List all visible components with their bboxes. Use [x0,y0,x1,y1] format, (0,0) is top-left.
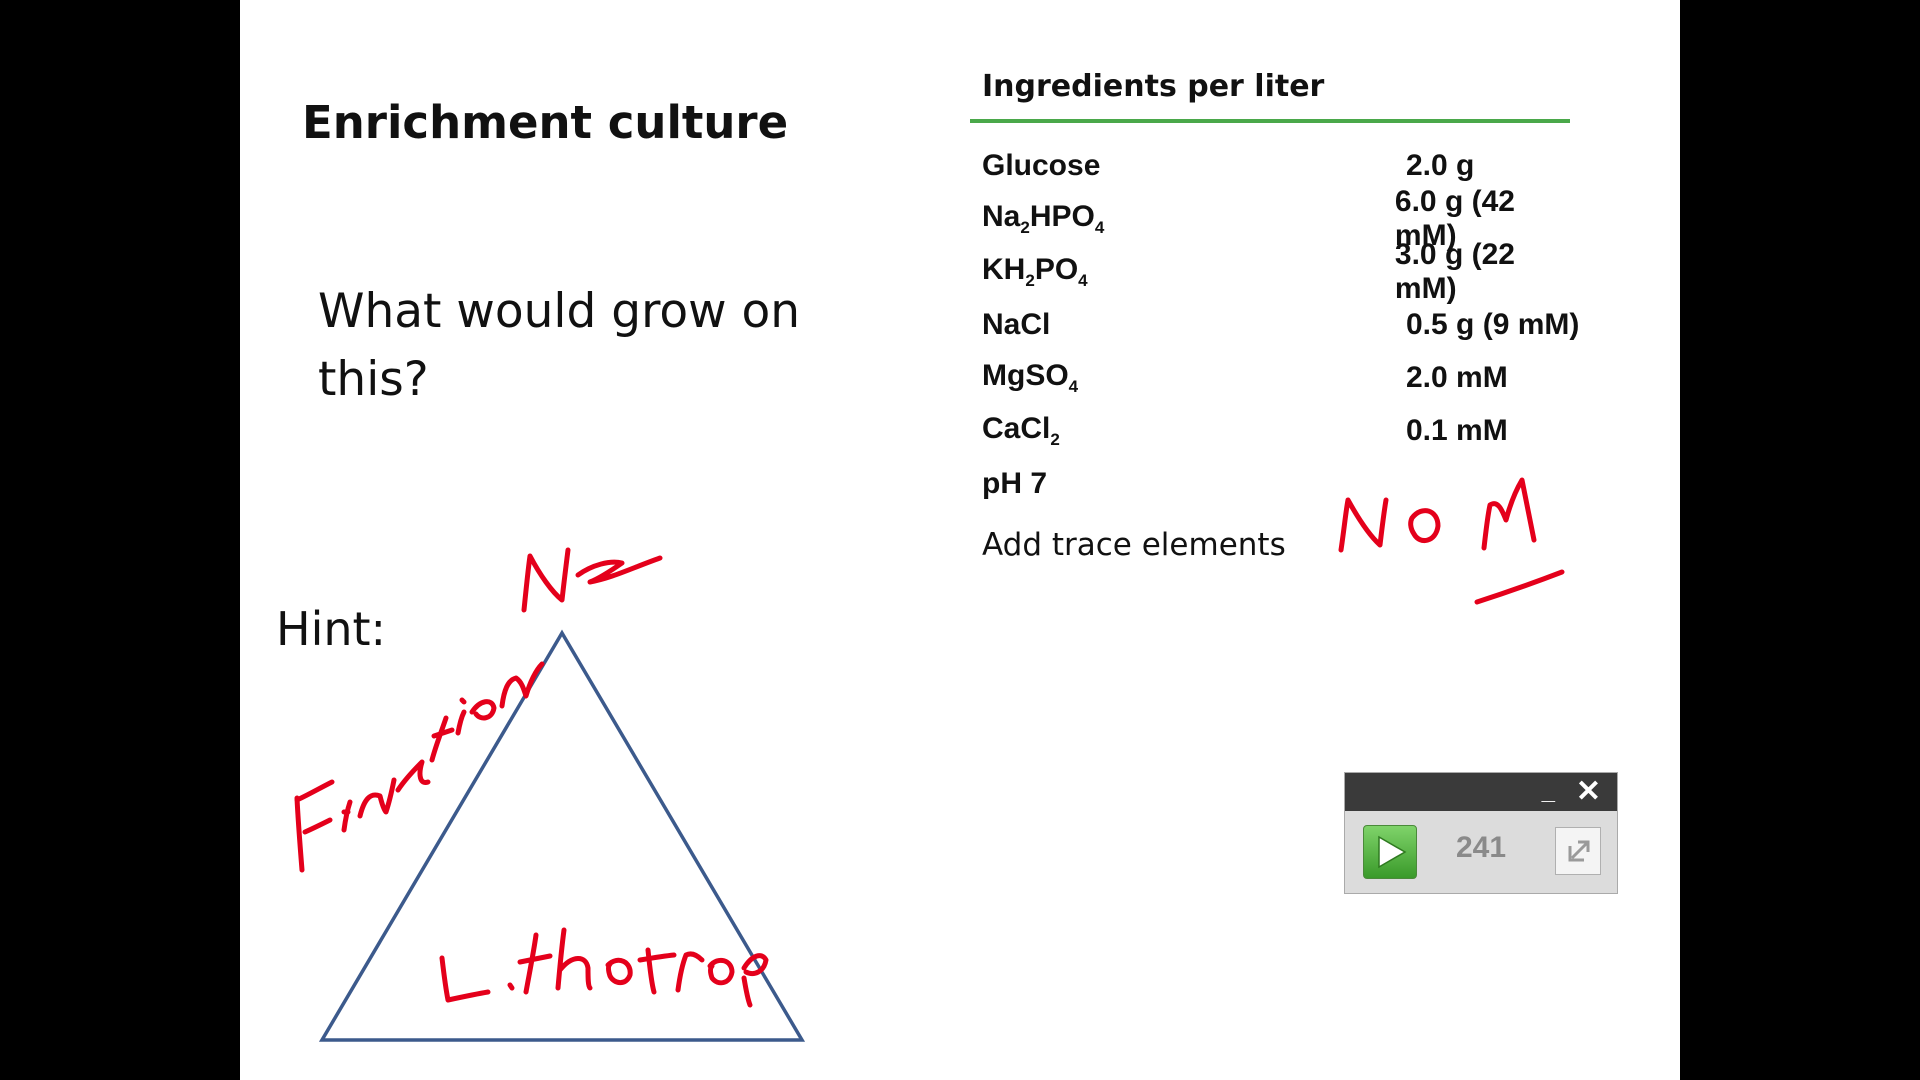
ingredient-name: KH2PO4 [982,252,1088,290]
ingredient-amount: 3.0 g (22 mM) [1394,237,1515,305]
ingredients-table: Ingredients per liter Glucose 2.0 g Na2H… [970,64,1580,571]
ink-n2 [521,547,663,613]
ink-annotations [294,477,1565,1042]
ingredient-name: Glucose [982,148,1101,182]
ingredient-amount: 0.1 mM [1406,413,1508,447]
recorder-widget: _ ✕ 241 [1344,772,1618,894]
ink-fixation [294,661,545,873]
table-row: Na2HPO4 6.0 g (42 mM) [970,185,1580,252]
table-row: MgSO4 2.0 mM [970,351,1580,404]
ingredient-name: MgSO4 [982,358,1079,396]
ingredient-amount: 6.0 g (42 mM) [1394,184,1515,252]
widget-titlebar[interactable]: _ ✕ [1345,773,1617,811]
close-button[interactable]: ✕ [1575,775,1601,808]
table-header: Ingredients per liter [982,69,1325,104]
ink-no-n [1338,477,1565,605]
slide-title: Enrichment culture [302,96,789,149]
hint-triangle [318,629,806,1042]
table-row: CaCl2 0.1 mM [970,404,1580,457]
table-row: Add trace elements [970,518,1580,571]
table-row: KH2PO4 3.0 g (22 mM) [970,238,1580,305]
counter-display: 241 [1455,831,1507,864]
ingredient-rows: Glucose 2.0 g Na2HPO4 6.0 g (42 mM) KH2P… [970,139,1580,571]
slide: Enrichment culture What would grow on th… [240,0,1680,1080]
table-row: pH 7 [970,457,1580,510]
hint-label: Hint: [276,602,387,656]
trace-elements-note: Add trace elements [982,526,1286,563]
ingredient-amount: 2.0 g [1406,148,1475,182]
minimize-button[interactable]: _ [1541,778,1555,805]
ingredient-name: Na2HPO4 [982,199,1105,237]
play-button[interactable] [1363,825,1417,879]
ingredient-amount: 0.5 g (9 mM) [1406,307,1580,341]
ingredient-name: NaCl [982,307,1051,341]
ink-lithotroph [439,927,769,1008]
ingredient-amount: 2.0 mM [1406,360,1508,394]
question-text: What would grow on this? [318,284,801,407]
expand-button[interactable] [1555,827,1601,875]
table-row: NaCl 0.5 g (9 mM) [970,298,1580,351]
ingredient-name: pH 7 [982,466,1048,500]
ingredient-name: CaCl2 [982,411,1060,449]
expand-icon [1568,840,1590,862]
play-icon [1378,835,1407,869]
header-rule [970,119,1570,123]
widget-body: 241 [1345,811,1617,895]
table-row: Glucose 2.0 g [970,139,1580,192]
